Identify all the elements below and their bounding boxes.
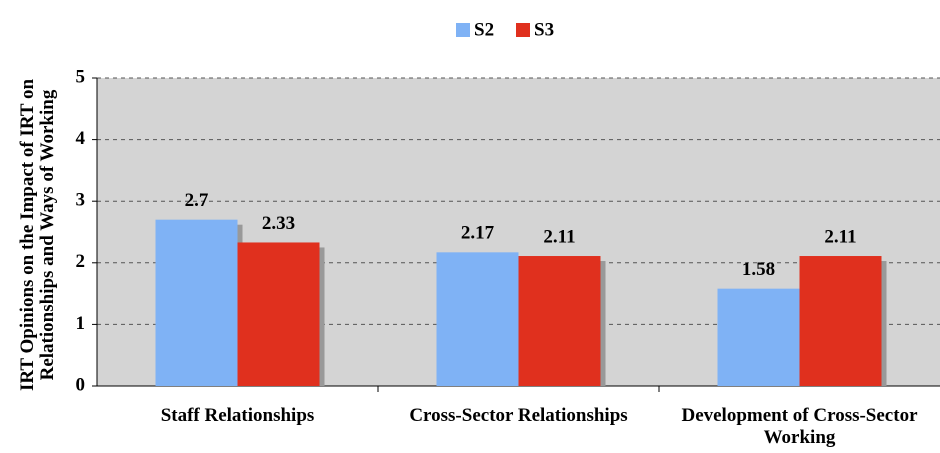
y-tick-label: 0 [76,374,86,395]
bar [717,288,800,386]
bar [799,256,882,386]
value-label: 2.11 [543,226,575,247]
legend-swatch [456,23,470,37]
y-tick-label: 1 [76,313,86,334]
bar [436,252,519,386]
bar [237,242,320,386]
legend-label: S3 [534,19,554,40]
bar [155,219,238,386]
x-tick-label: Cross-Sector Relationships [409,405,628,426]
value-label: 2.33 [262,213,295,234]
value-label: 2.11 [824,226,856,247]
value-label: 1.58 [742,259,775,280]
bar [518,256,601,386]
y-tick-label: 4 [76,128,86,149]
y-axis-label: IRT Opinions on the Impact of IRT on Rel… [17,78,58,392]
x-tick-label: Staff Relationships [160,405,315,426]
y-tick-label: 5 [76,66,86,87]
value-label: 2.7 [185,190,209,211]
y-tick-label: 3 [76,190,86,211]
legend-swatch [516,23,530,37]
legend-label: S2 [474,19,494,40]
y-tick-label: 2 [76,251,86,272]
value-label: 2.17 [461,223,495,244]
x-tick-label: Development of Cross-Sector Working [681,405,918,448]
